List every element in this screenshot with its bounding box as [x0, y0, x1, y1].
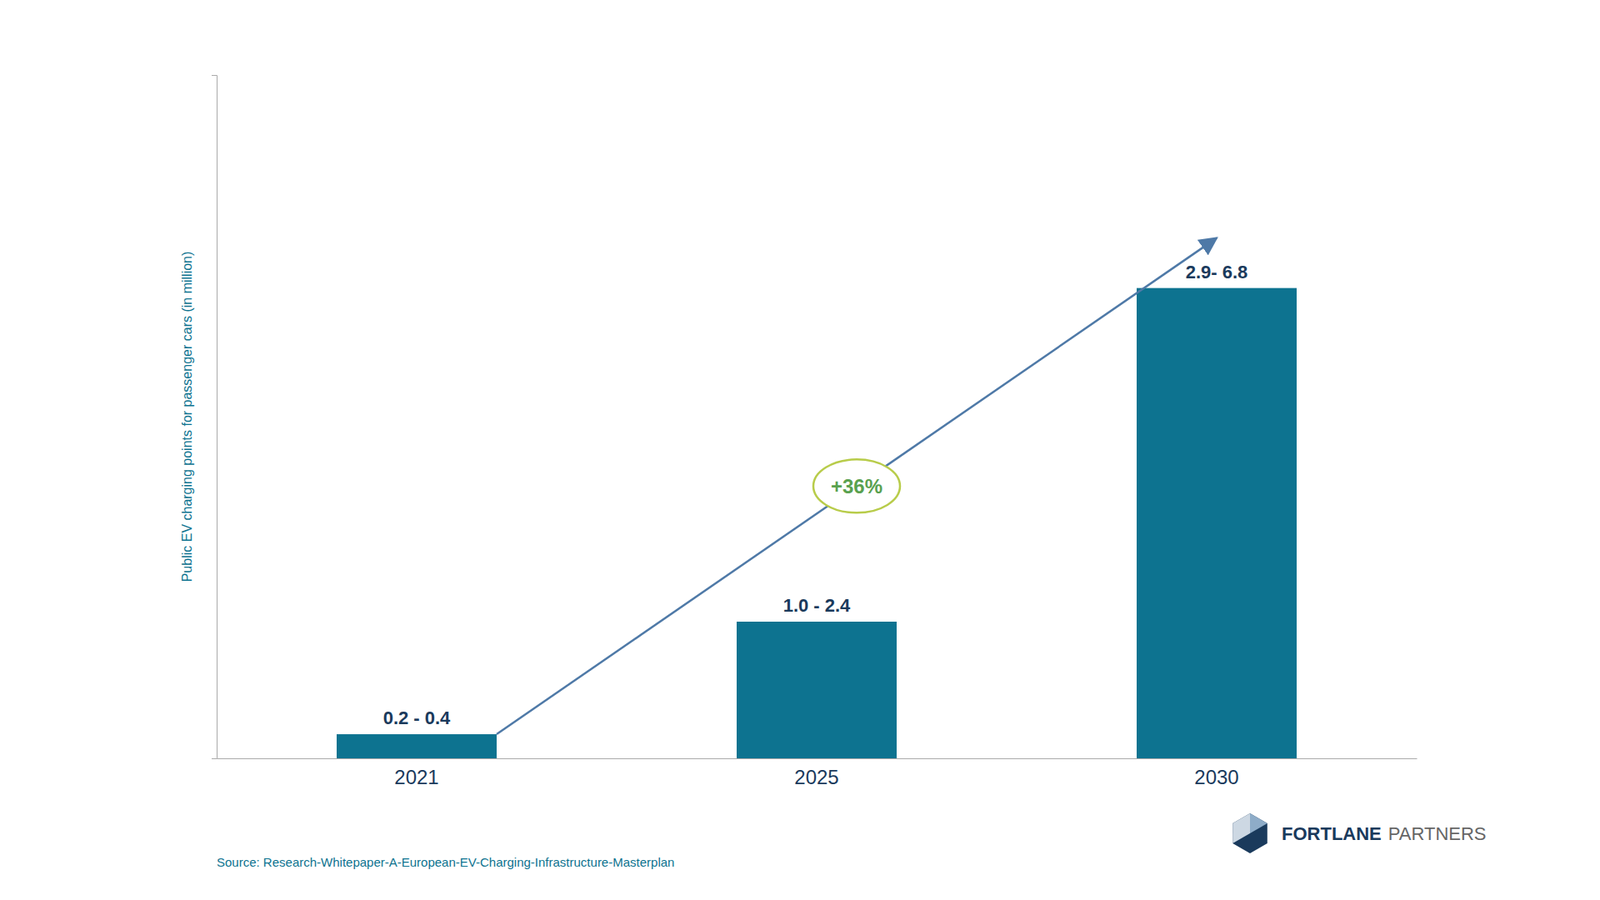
logo-text: FORTLANE PARTNERS [1281, 823, 1487, 845]
x-tick: 2030 [1194, 758, 1239, 789]
x-axis-line [217, 758, 1418, 760]
x-tick-label: 2030 [1194, 765, 1239, 789]
logo-icon-facet [1250, 813, 1268, 834]
x-tick: 2021 [394, 758, 439, 789]
x-tick-label: 2021 [394, 765, 439, 789]
logo-text-bold: FORTLANE [1281, 823, 1382, 845]
plot: 2021 2025 2030 0.2 - 0.4 1.0 - 2.4 2.9- 6.8 +3… [211, 75, 1418, 790]
bar [1136, 288, 1297, 759]
y-axis [211, 75, 218, 760]
logo-text-regular: PARTNERS [1388, 823, 1487, 845]
data-label: 1.0 - 2.4 [783, 595, 851, 616]
logo-icon-facet [1232, 813, 1250, 844]
chart: 2021 2025 2030 0.2 - 0.4 1.0 - 2.4 2.9- 6.8 +3… [0, 0, 1600, 900]
bar [736, 621, 897, 759]
annotation-text: +36% [830, 475, 883, 498]
y-axis-line [211, 75, 218, 760]
x-axis: 2021 2025 2030 [217, 758, 1418, 789]
bars [336, 288, 1297, 759]
growth-arrow [496, 238, 1217, 735]
x-tick: 2025 [794, 758, 839, 789]
logo-icon [1232, 813, 1268, 854]
bar [336, 734, 497, 759]
logo: FORTLANE PARTNERS [1232, 813, 1486, 854]
annotation-ellipse [813, 459, 900, 513]
annotation: +36% [496, 238, 1217, 735]
data-label: 2.9- 6.8 [1185, 261, 1249, 283]
x-tick-label: 2025 [794, 765, 839, 789]
source: Source: Research-Whitepaper-A-European-E… [216, 855, 675, 870]
y-axis-title: Public EV charging points for passenger … [180, 251, 195, 583]
data-labels: 0.2 - 0.4 1.0 - 2.4 2.9- 6.8 [383, 261, 1249, 729]
data-label: 0.2 - 0.4 [383, 707, 451, 729]
